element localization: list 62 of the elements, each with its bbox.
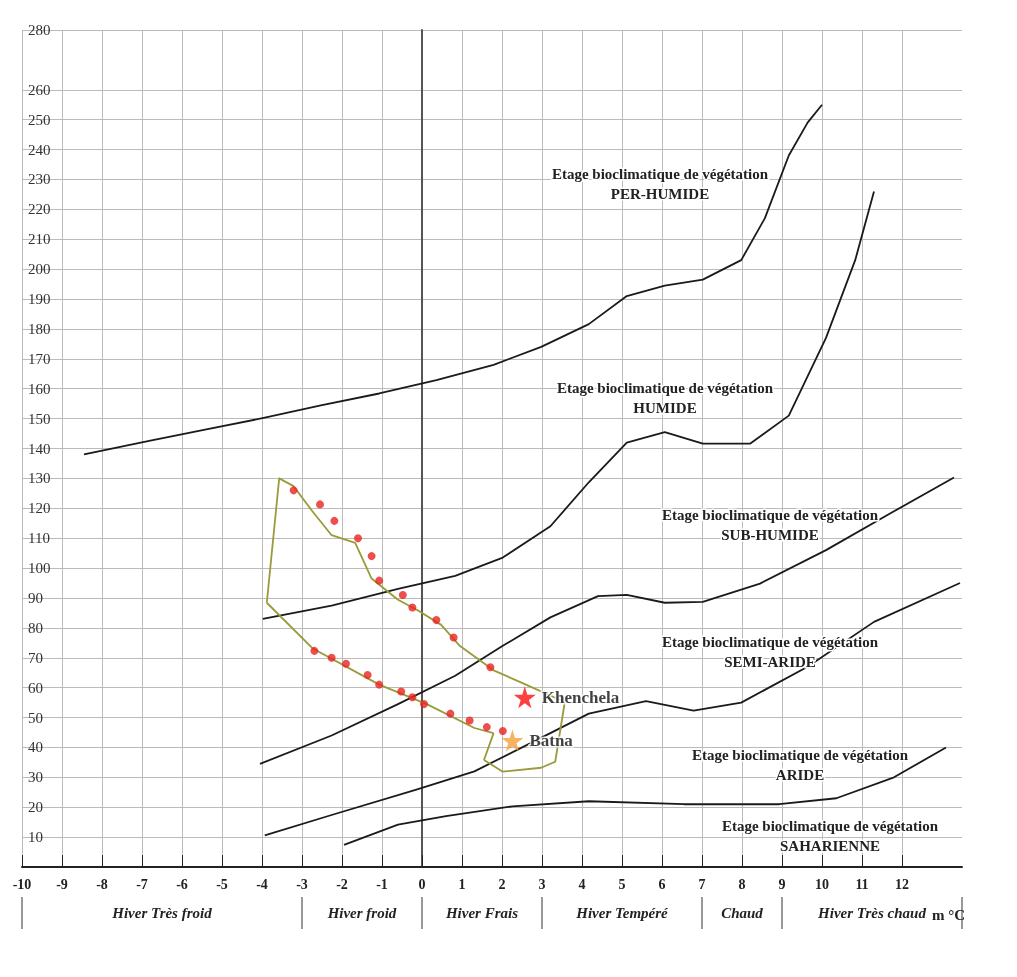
x-tick-label: -10 [12,876,32,892]
text: Hiver Frais [444,905,519,921]
x-tick-label: 10 [815,876,829,892]
y-tick-label: 240 [28,141,51,158]
x-tick-label: -2 [336,876,348,892]
x-tick-label: 9 [778,876,786,892]
y-tick-label: 230 [28,171,51,188]
y-tick-label: 30 [28,769,43,786]
x-tick-label: 7 [698,876,706,892]
x-tick-label: -3 [296,876,308,892]
y-tick-label: 50 [28,709,43,726]
y-tick-label: 280 [28,22,51,38]
annotation: Etage bioclimatique de végétation HUMIDE [556,380,774,416]
annotation: Etage bioclimatique de végétation ARIDE [691,747,909,783]
y-tick-label: 120 [28,500,51,517]
y-tick-label: 140 [28,440,51,457]
y-tick-label: 130 [28,470,51,487]
x-tick-label: 5 [618,876,626,892]
x-tick-label: -4 [256,876,268,892]
x-tick-label: -6 [176,876,188,892]
x-tick-label: 12 [895,876,909,892]
y-tick-label: 160 [28,380,51,397]
x-tick-label: 1 [458,876,466,892]
y-tick-label: 200 [28,261,51,278]
x-tick-label: -7 [136,876,148,892]
y-tick-label: 250 [28,111,51,128]
y-tick-label: 150 [28,410,51,427]
y-tick-label: 180 [28,320,51,337]
y-tick-label: 190 [28,291,51,308]
annotation: Etage bioclimatique de végétation SUB-HUMIDE [661,507,879,543]
y-tick-label: 170 [28,350,51,367]
text: Hiver froid [326,905,397,921]
x-axis-title: m °C [932,906,966,923]
x-tick-label: -8 [96,876,108,892]
x-tick-label: -9 [56,876,68,892]
x-tick-label: 11 [855,876,869,892]
y-tick-label: 70 [28,649,43,666]
y-tick-label: 210 [28,231,51,248]
y-tick-label: 260 [28,81,51,98]
y-tick-label: 100 [28,560,51,577]
x-tick-label: 4 [578,876,586,892]
text: Chaud [721,905,764,921]
x-tick-label: -1 [376,876,388,892]
y-tick-label: 40 [28,739,43,756]
y-tick-label: 110 [28,530,50,547]
y-tick-label: 10 [28,829,43,846]
x-tick-label: 3 [538,876,546,892]
y-tick-label: 20 [28,799,43,816]
y-tick-label: 60 [28,679,43,696]
y-tick-label: 80 [28,619,43,636]
y-tick-label: 220 [28,201,51,218]
x-tick-label: 6 [658,876,666,892]
annotation: Etage bioclimatique de végétation PER-HUMIDE [551,166,769,202]
text: Hiver Tempéré [575,905,670,921]
x-tick-label: 2 [498,876,506,892]
x-tick-label: -5 [216,876,228,892]
text: Hiver Très froid [111,905,213,921]
y-tick-label: 90 [28,589,43,606]
x-tick-label: 8 [738,876,746,892]
x-tick-label: 0 [418,876,426,892]
annotation: Etage bioclimatique de végétation SAHARIENNE [721,818,939,854]
text: Hiver Très chaud [817,905,927,921]
